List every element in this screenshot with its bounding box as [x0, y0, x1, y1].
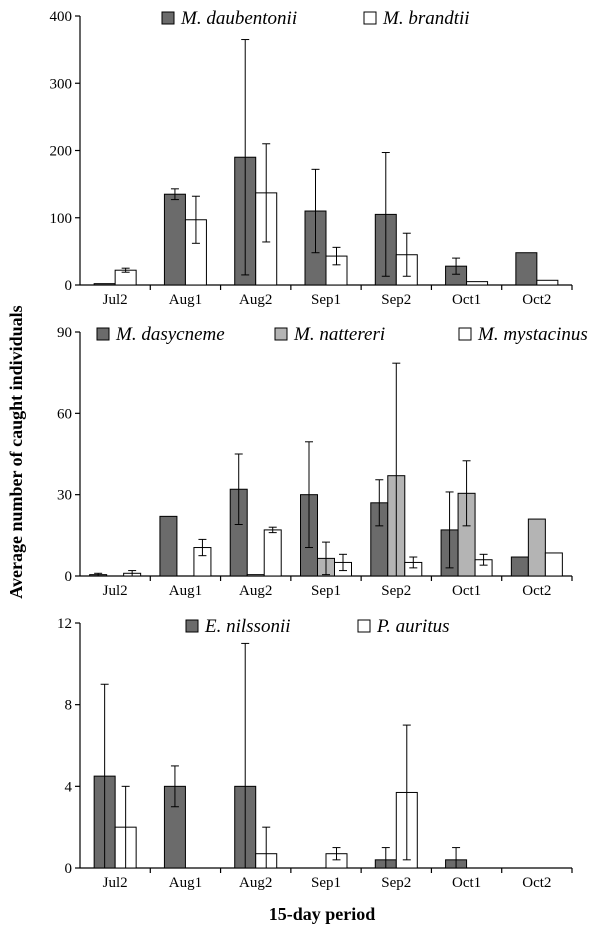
bar	[515, 252, 538, 286]
x-tick-label: Oct1	[452, 583, 481, 599]
legend-label: E. nilssonii	[204, 616, 291, 637]
bar	[536, 279, 559, 286]
y-tick-label: 0	[65, 569, 73, 585]
bar	[163, 193, 186, 286]
legend-label: M. nattereri	[293, 324, 385, 345]
x-tick-label: Jul2	[103, 875, 128, 891]
legend-label: P. auritus	[376, 616, 450, 637]
legend-label: M. mystacinus	[477, 324, 588, 345]
x-tick-label: Aug1	[169, 583, 202, 599]
chart-panel-3: 0 4 8 12 Jul2 Aug1 Aug2 Sep1 Sep2 Oct1 Oct2 E. nils…	[57, 616, 573, 891]
x-tick-label: Sep2	[381, 875, 411, 891]
x-tick-label: Aug2	[239, 875, 272, 891]
bar	[246, 574, 265, 577]
y-tick-label: 30	[57, 488, 72, 504]
legend-swatch	[161, 11, 175, 25]
bar	[263, 529, 282, 577]
y-tick-label: 60	[57, 406, 72, 422]
x-tick-label: Jul2	[103, 292, 128, 308]
y-axis-label: Average number of caught individuals	[6, 305, 26, 598]
x-tick-label: Aug1	[169, 292, 202, 308]
x-tick-label: Oct1	[452, 292, 481, 308]
x-tick-label: Oct1	[452, 875, 481, 891]
x-tick-label: Jul2	[103, 583, 128, 599]
x-tick-label: Oct2	[522, 583, 551, 599]
legend-swatch	[185, 619, 199, 633]
legend-swatch	[458, 327, 472, 341]
x-tick-label: Sep1	[311, 875, 341, 891]
y-tick-label: 200	[50, 144, 73, 160]
chart-panel-2: 0 30 60 90 Jul2 Aug1 Aug2 Sep1 Sep2 Oct1 Oct2 M. da…	[57, 324, 588, 599]
bar	[466, 281, 489, 286]
x-tick-label: Oct2	[522, 292, 551, 308]
x-tick-label: Oct2	[522, 875, 551, 891]
y-tick-label: 300	[50, 76, 73, 92]
bar	[93, 283, 116, 286]
bar	[510, 556, 529, 577]
legend-label: M. daubentonii	[180, 8, 297, 29]
y-tick-label: 12	[57, 616, 72, 632]
bar	[527, 518, 546, 577]
x-tick-label: Sep2	[381, 292, 411, 308]
chart-panel-1: 0 100 200 300 400 Jul2 Aug1 Aug2 Sep1 Sep2 Oct1 Oct…	[50, 8, 573, 308]
y-tick-label: 0	[65, 861, 73, 877]
bar	[159, 515, 178, 577]
legend-swatch	[363, 11, 377, 25]
legend-swatch	[274, 327, 288, 341]
y-tick-label: 4	[65, 779, 73, 795]
x-axis-label: 15-day period	[269, 904, 376, 924]
x-tick-label: Aug1	[169, 875, 202, 891]
y-tick-label: 100	[50, 211, 73, 227]
y-tick-label: 8	[65, 698, 73, 714]
legend-label: M. brandtii	[382, 8, 470, 29]
x-tick-label: Sep2	[381, 583, 411, 599]
y-tick-label: 0	[65, 278, 73, 294]
legend-swatch	[357, 619, 371, 633]
bar	[544, 552, 563, 577]
y-tick-label: 90	[57, 325, 72, 341]
x-tick-label: Aug2	[239, 583, 272, 599]
legend-swatch	[96, 327, 110, 341]
x-tick-label: Sep1	[311, 583, 341, 599]
legend-label: M. dasycneme	[115, 324, 225, 345]
x-tick-label: Sep1	[311, 292, 341, 308]
y-tick-label: 400	[50, 9, 73, 25]
x-tick-label: Aug2	[239, 292, 272, 308]
